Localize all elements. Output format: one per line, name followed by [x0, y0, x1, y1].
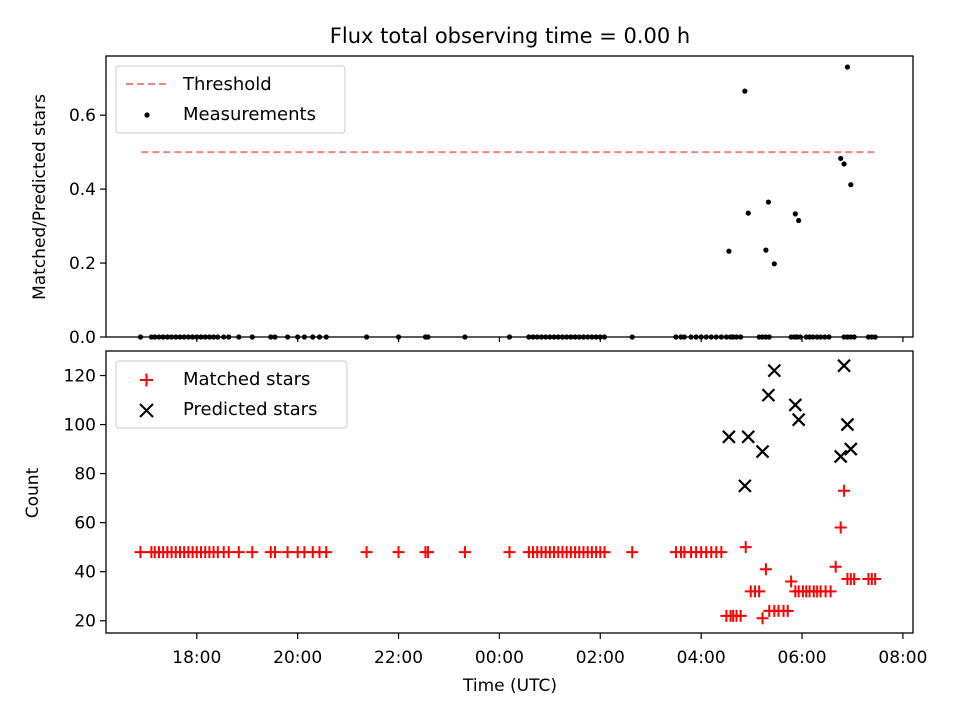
- matched-star-point: [848, 573, 861, 586]
- y-tick-label: 20: [74, 612, 96, 632]
- matched-star-point: [392, 546, 405, 559]
- measurement-point: [792, 211, 798, 217]
- bottom-plot-area: 20 40 60 80 100 120 18:00 20:00 22:00 00:00 02:00…: [64, 350, 927, 668]
- measurement-point: [844, 64, 851, 70]
- matched-star-point: [598, 546, 611, 559]
- matched-star-point: [503, 546, 516, 559]
- predicted-star-point: [761, 388, 776, 402]
- x-tick-label: 00:00: [475, 648, 524, 668]
- predicted-star-point: [833, 449, 848, 464]
- measurement-point: [796, 217, 802, 224]
- matched-star-point: [834, 521, 847, 534]
- matched-star-point: [281, 546, 294, 559]
- predicted-star-point: [788, 398, 803, 412]
- predicted-star-point: [837, 358, 851, 373]
- top-y-axis-label: Matched/Predicted stars: [30, 94, 50, 300]
- bottom-legend-box: [115, 360, 348, 429]
- y-tick-label: 100: [64, 416, 96, 436]
- matched-star-point: [753, 585, 766, 598]
- matched-star-point: [360, 546, 373, 559]
- legend-measurements-label: Measurements: [183, 104, 316, 125]
- bottom-y-axis-label: Count: [23, 467, 43, 518]
- measurement-point: [763, 247, 769, 253]
- matched-star-point: [232, 546, 245, 559]
- predicted-stars-points: [722, 358, 858, 493]
- matched-star-point: [246, 546, 259, 559]
- measurement-point: [838, 155, 844, 162]
- measurement-point: [745, 210, 751, 216]
- matched-star-point: [222, 546, 235, 559]
- predicted-star-point: [840, 417, 855, 432]
- top-plot-frame: [105, 55, 914, 338]
- measurement-point: [742, 88, 748, 94]
- bottom-x-ticks: 18:00 20:00 22:00 00:00 02:00 04:00 06:00 08:00: [172, 633, 927, 668]
- top-plot-area: 0.0 0.2 0.4 0.6 Threshold Measurements: [69, 55, 914, 348]
- legend-matched-label: Matched stars: [183, 369, 310, 390]
- matched-star-point: [759, 563, 772, 576]
- legend-matched-swatch: [140, 373, 153, 387]
- x-tick-label: 22:00: [374, 648, 423, 668]
- matched-star-point: [134, 546, 147, 559]
- predicted-star-point: [722, 430, 736, 444]
- chart-title: Flux total observing time = 0.00 h: [330, 24, 690, 48]
- legend-predicted-swatch: [139, 403, 154, 418]
- matched-star-point: [458, 546, 471, 559]
- matched-star-point: [829, 560, 842, 573]
- predicted-star-point: [791, 412, 806, 427]
- matched-star-point: [824, 585, 837, 598]
- matched-star-point: [320, 546, 333, 559]
- matched-star-point: [626, 546, 639, 559]
- y-tick-label: 80: [74, 465, 96, 485]
- x-tick-label: 06:00: [778, 648, 827, 668]
- x-tick-label: 04:00: [677, 648, 726, 668]
- measurement-point: [765, 199, 772, 205]
- bottom-legend: Matched stars Predicted stars: [115, 360, 348, 429]
- matched-star-point: [715, 546, 728, 559]
- predicted-star-point: [767, 363, 782, 378]
- x-tick-label: 20:00: [273, 648, 322, 668]
- matched-star-point: [756, 612, 769, 625]
- legend-measurements-swatch: [144, 112, 150, 118]
- x-tick-label: 18:00: [172, 648, 221, 668]
- matched-star-point: [734, 609, 747, 622]
- y-tick-label: 0.4: [69, 180, 96, 200]
- predicted-star-point: [755, 444, 770, 459]
- predicted-star-point: [844, 442, 858, 456]
- matched-stars-points: [134, 484, 882, 625]
- y-tick-label: 120: [64, 367, 96, 387]
- legend-predicted-label: Predicted stars: [183, 399, 317, 420]
- matched-star-point: [268, 546, 281, 559]
- measurement-point: [771, 261, 777, 267]
- measurement-point: [848, 182, 854, 188]
- measurement-point: [841, 161, 847, 167]
- y-tick-label: 40: [74, 563, 96, 583]
- predicted-star-point: [741, 430, 756, 444]
- top-y-ticks: 0.0 0.2 0.4 0.6: [69, 106, 106, 348]
- matched-star-point: [785, 575, 798, 588]
- matched-star-point: [739, 541, 752, 554]
- y-tick-label: 0.2: [69, 254, 96, 274]
- x-tick-label: 02:00: [576, 648, 625, 668]
- top-legend: Threshold Measurements: [115, 65, 346, 134]
- top-legend-box: [115, 65, 346, 134]
- y-tick-label: 0.6: [69, 106, 96, 126]
- x-axis-label: Time (UTC): [462, 676, 557, 696]
- x-tick-label: 08:00: [878, 648, 927, 668]
- predicted-star-point: [738, 479, 752, 493]
- matched-star-point: [838, 484, 851, 497]
- bottom-plot-frame: [105, 350, 914, 634]
- matched-star-point: [781, 604, 794, 617]
- matched-star-point: [869, 573, 882, 586]
- legend-threshold-label: Threshold: [182, 74, 272, 95]
- matched-star-point: [421, 546, 434, 559]
- y-tick-label: 0.0: [69, 328, 96, 348]
- measurement-point: [726, 248, 732, 254]
- y-tick-label: 60: [74, 514, 96, 534]
- bottom-y-ticks: 20 40 60 80 100 120: [64, 367, 106, 632]
